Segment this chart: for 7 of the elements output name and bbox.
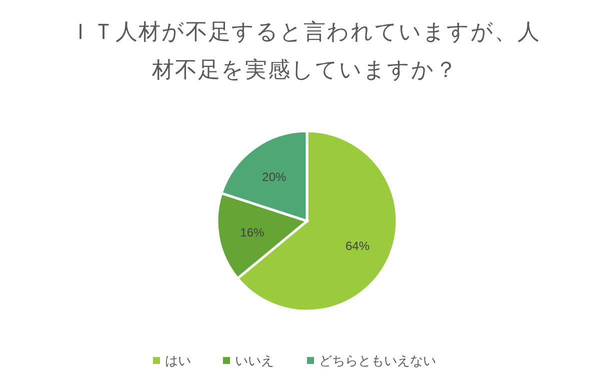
data-label: 16% (240, 225, 265, 240)
legend-label: はい (165, 354, 191, 369)
legend-label: どちらともいえない (319, 354, 436, 369)
chart-title: ＩＴ人材が不足すると言われていますが、人材不足を実感していますか？ (68, 19, 542, 85)
legend-label: いいえ (235, 354, 274, 369)
data-label: 64% (345, 238, 370, 253)
data-label: 20% (262, 170, 287, 184)
